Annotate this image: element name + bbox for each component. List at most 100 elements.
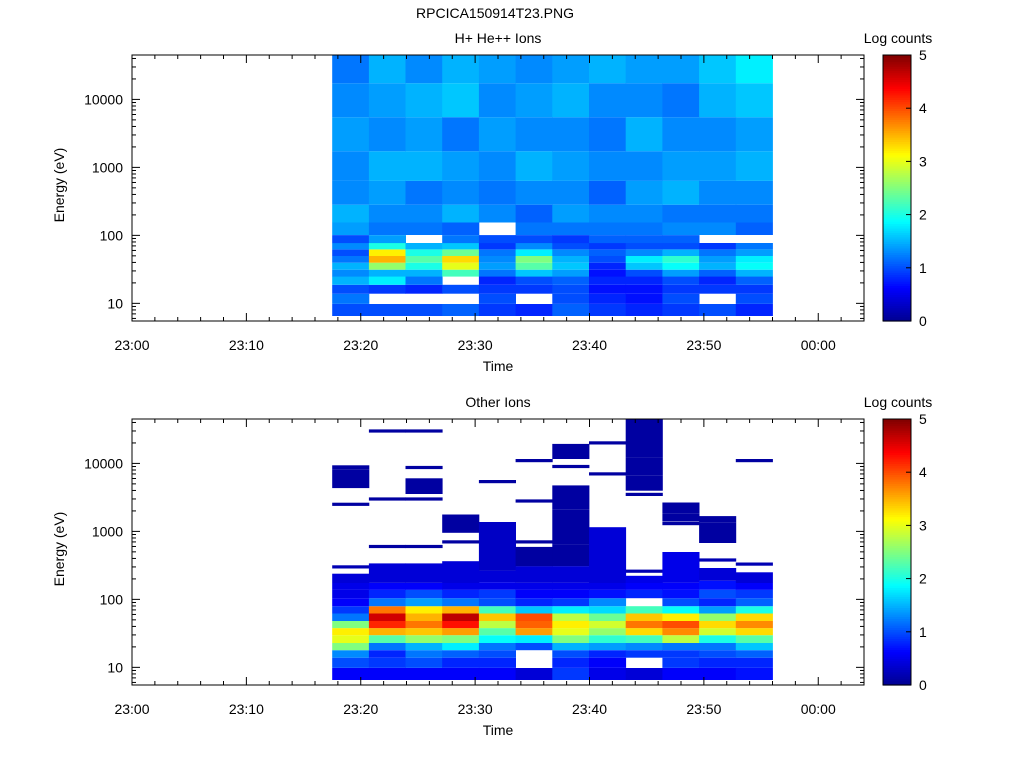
heatmap-cell <box>589 243 627 250</box>
colorbar-segment <box>883 281 911 284</box>
heatmap-cell <box>405 628 443 636</box>
colorbar-segment <box>883 92 911 96</box>
colorbar-segment <box>883 520 911 524</box>
colorbar-segment <box>883 660 911 664</box>
colorbar-segment <box>883 119 911 123</box>
colorbar-segment <box>883 254 911 258</box>
colorbar-segment <box>883 99 911 103</box>
x-axis-label: Time <box>483 358 514 374</box>
colorbar-segment <box>883 598 911 602</box>
heatmap-cell <box>405 613 443 621</box>
heatmap-cell <box>552 443 590 459</box>
heatmap-cell <box>699 262 737 270</box>
colorbar-segment <box>883 634 911 637</box>
heatmap-cell <box>735 180 773 205</box>
colorbar-segment <box>883 232 911 236</box>
heatmap-cell <box>589 180 627 205</box>
colorbar-segment <box>883 61 911 65</box>
x-tick-label: 23:40 <box>572 701 607 717</box>
colorbar-segment <box>883 476 911 480</box>
heatmap-cell <box>699 516 737 523</box>
heatmap-cell <box>368 284 406 294</box>
colorbar-segment <box>883 523 911 526</box>
colorbar-segment <box>883 472 911 476</box>
heatmap-cell <box>368 304 406 316</box>
heatmap-cell <box>625 650 663 658</box>
colorbar-segment <box>883 225 911 229</box>
heatmap-cell <box>442 514 480 533</box>
heatmap-cell <box>368 650 406 658</box>
heatmap-cell <box>625 569 663 573</box>
colorbar-segment <box>883 665 911 668</box>
colorbar-segment <box>883 642 911 646</box>
heatmap-cell <box>515 613 553 621</box>
colorbar-segment <box>883 74 911 78</box>
heatmap-cell <box>699 304 737 316</box>
heatmap-cell <box>515 499 553 503</box>
colorbar-segment <box>883 72 911 76</box>
colorbar-segment <box>883 285 911 289</box>
colorbar-segment <box>883 156 911 160</box>
colorbar-segment <box>883 292 911 295</box>
colorbar-segment <box>883 274 911 278</box>
heatmap-cell <box>699 635 737 643</box>
heatmap-cell <box>735 256 773 263</box>
heatmap-cell <box>662 180 700 205</box>
heatmap-cell <box>662 650 700 658</box>
heatmap-cell <box>625 269 663 277</box>
heatmap-cell <box>552 668 590 680</box>
heatmap-cell <box>735 606 773 614</box>
colorbar-segment <box>883 447 911 451</box>
heatmap-cell <box>478 293 516 304</box>
heatmap-cell <box>662 256 700 263</box>
heatmap-cell <box>699 256 737 263</box>
heatmap-cell <box>625 262 663 270</box>
colorbar-segment <box>883 514 911 518</box>
heatmap-cell <box>332 284 370 294</box>
heatmap-cell <box>552 606 590 614</box>
heatmap-cell <box>625 55 663 84</box>
heatmap-cell <box>442 284 480 294</box>
colorbar-segment <box>883 196 911 200</box>
heatmap-cell <box>552 657 590 668</box>
colorbar-segment <box>883 307 911 311</box>
heatmap-cell <box>478 522 516 571</box>
heatmap-cell <box>478 262 516 270</box>
heatmap-cell <box>332 117 370 152</box>
heatmap-cell <box>332 293 370 304</box>
heatmap-cell <box>478 83 516 118</box>
heatmap-cell <box>332 589 370 599</box>
heatmap-cell <box>405 276 443 285</box>
heatmap-cell <box>735 643 773 651</box>
heatmap-cell <box>332 262 370 270</box>
heatmap-cell <box>368 249 406 256</box>
colorbar-segment <box>883 532 911 535</box>
heatmap-cell <box>368 583 406 590</box>
heatmap-cell <box>405 657 443 668</box>
x-tick-label: 23:20 <box>343 337 378 353</box>
heatmap-cell <box>589 269 627 277</box>
colorbar-segment <box>883 549 911 553</box>
x-tick-label: 23:50 <box>686 337 721 353</box>
colorbar-segment <box>883 163 911 167</box>
colorbar-segment <box>883 669 911 673</box>
colorbar-segment <box>883 454 911 458</box>
colorbar-label: Log counts <box>864 394 933 410</box>
colorbar-segment <box>883 214 911 218</box>
heatmap-cell <box>552 83 590 118</box>
colorbar-segment <box>883 94 911 98</box>
colorbar-segment <box>883 450 911 453</box>
colorbar-segment <box>883 134 911 138</box>
heatmap-cell <box>405 643 443 651</box>
heatmap-cell <box>552 276 590 285</box>
heatmap-cell <box>405 497 443 501</box>
colorbar-tick-label: 5 <box>919 411 927 427</box>
heatmap-cell <box>662 249 700 256</box>
colorbar-segment <box>883 176 911 180</box>
heatmap-cell <box>699 613 737 621</box>
colorbar-segment <box>883 458 911 462</box>
colorbar-segment <box>883 81 911 85</box>
heatmap-cell <box>589 151 627 181</box>
colorbar-segment <box>883 272 911 276</box>
heatmap-cell <box>662 628 700 636</box>
